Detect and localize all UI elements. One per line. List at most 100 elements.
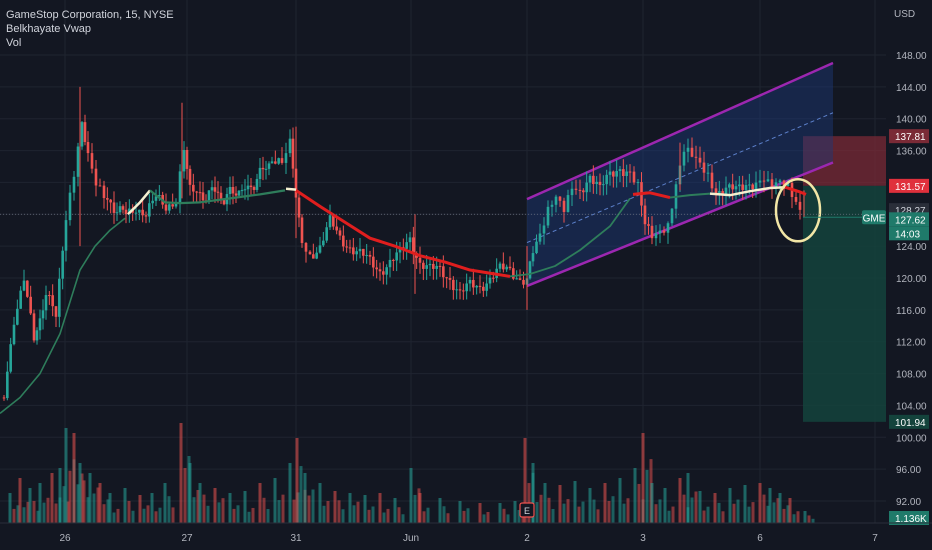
symbol-tag-box — [862, 210, 886, 225]
candle-body — [98, 185, 102, 187]
candle-body — [694, 156, 698, 158]
volume-bar — [98, 483, 102, 523]
candle-body — [405, 242, 408, 249]
volume-bar — [607, 501, 611, 523]
candle-body — [48, 295, 51, 297]
x-tick-label: 31 — [290, 533, 302, 544]
candle-body — [710, 172, 714, 189]
candle-body — [770, 179, 774, 189]
candle-body — [632, 171, 636, 183]
volume-bar — [92, 493, 96, 523]
vwap-segment — [0, 217, 126, 415]
candle-body — [445, 277, 448, 279]
volume-bar — [682, 494, 686, 523]
volume-bar — [251, 507, 255, 523]
volume-bar — [163, 483, 167, 523]
candle-body — [201, 192, 205, 201]
candle-body — [538, 233, 542, 242]
x-tick-label: 27 — [181, 533, 193, 544]
candle-body — [378, 269, 382, 272]
volume-bar — [637, 483, 641, 523]
candle-body — [178, 171, 182, 204]
candle-body — [744, 185, 748, 190]
vwap-segment — [149, 189, 286, 205]
candle-body — [332, 215, 335, 227]
earnings-marker-box — [519, 502, 535, 518]
candle-body — [782, 180, 786, 187]
y-tick-label: 144.00 — [896, 83, 927, 94]
symbol-title[interactable]: GameStop Corporation, 15, NYSE — [6, 9, 174, 21]
candle-body — [566, 195, 570, 212]
y-tick-label: 116.00 — [896, 306, 926, 317]
candle-body — [228, 187, 232, 195]
volume-bar — [273, 478, 277, 523]
volume-bar — [418, 493, 422, 523]
candle-body — [522, 279, 525, 285]
candle-body — [216, 191, 220, 193]
candle-body — [246, 185, 250, 190]
candle-body — [213, 187, 217, 192]
price-tag-label: 137.81 — [895, 132, 926, 143]
candle-body — [210, 187, 214, 191]
volume-bar — [78, 463, 82, 523]
volume-bar — [782, 508, 786, 523]
candle-body — [488, 277, 492, 284]
candle-body — [505, 266, 508, 270]
volume-bar — [333, 491, 337, 523]
volume-bar — [221, 498, 225, 523]
candle-body — [252, 187, 256, 190]
volume-bar — [232, 508, 236, 523]
volume-bar — [786, 505, 790, 523]
volume-bar — [62, 486, 66, 523]
candle-body — [144, 215, 148, 217]
highlight-circle — [774, 178, 822, 243]
volume-bar — [76, 484, 80, 523]
volume-bar — [196, 490, 200, 523]
candle-body — [385, 267, 388, 275]
price-tag-label: 127.62 — [895, 215, 926, 226]
candle-body — [588, 175, 592, 183]
volume-bar — [179, 423, 183, 523]
volume-bar — [732, 503, 736, 523]
volume-bar — [146, 505, 150, 523]
candle-body — [288, 138, 292, 154]
candle-body — [365, 254, 368, 256]
candle-body — [12, 324, 16, 345]
y-tick-label: 136.00 — [896, 147, 927, 158]
candle-body — [182, 149, 186, 172]
candle-body — [628, 171, 632, 173]
volume-bar — [573, 481, 577, 523]
candle-body — [686, 147, 690, 152]
indicator-volume[interactable]: Vol — [6, 37, 22, 49]
symbol-tag-label: GME — [863, 213, 886, 224]
candle-body — [64, 220, 68, 251]
candle-body — [702, 162, 706, 173]
candle-body — [29, 296, 32, 314]
candle-body — [375, 267, 378, 270]
volume-bar — [743, 485, 747, 523]
volume-bar — [192, 497, 196, 523]
candle-body — [348, 247, 352, 249]
y-tick-label: 120.00 — [896, 274, 927, 285]
indicator-vwap[interactable]: Belkhayate Vwap — [6, 23, 91, 35]
volume-bar — [158, 507, 162, 523]
candle-body — [2, 397, 6, 399]
candle-body — [325, 227, 328, 241]
candle-body — [32, 313, 36, 341]
volume-bar — [54, 503, 58, 523]
volume-bar — [213, 488, 217, 523]
candle-body — [83, 122, 87, 142]
candle-body — [492, 277, 495, 279]
candle-body — [758, 180, 762, 183]
volume-bar — [486, 512, 490, 523]
volume-bar — [654, 504, 658, 523]
candle-body — [38, 318, 42, 331]
candle-body — [585, 182, 588, 193]
volume-bar — [551, 509, 555, 523]
candle-body — [291, 138, 295, 169]
volume-bar — [690, 497, 694, 523]
candle-body — [706, 172, 710, 174]
candle-body — [618, 169, 622, 172]
candle-body — [6, 371, 9, 399]
